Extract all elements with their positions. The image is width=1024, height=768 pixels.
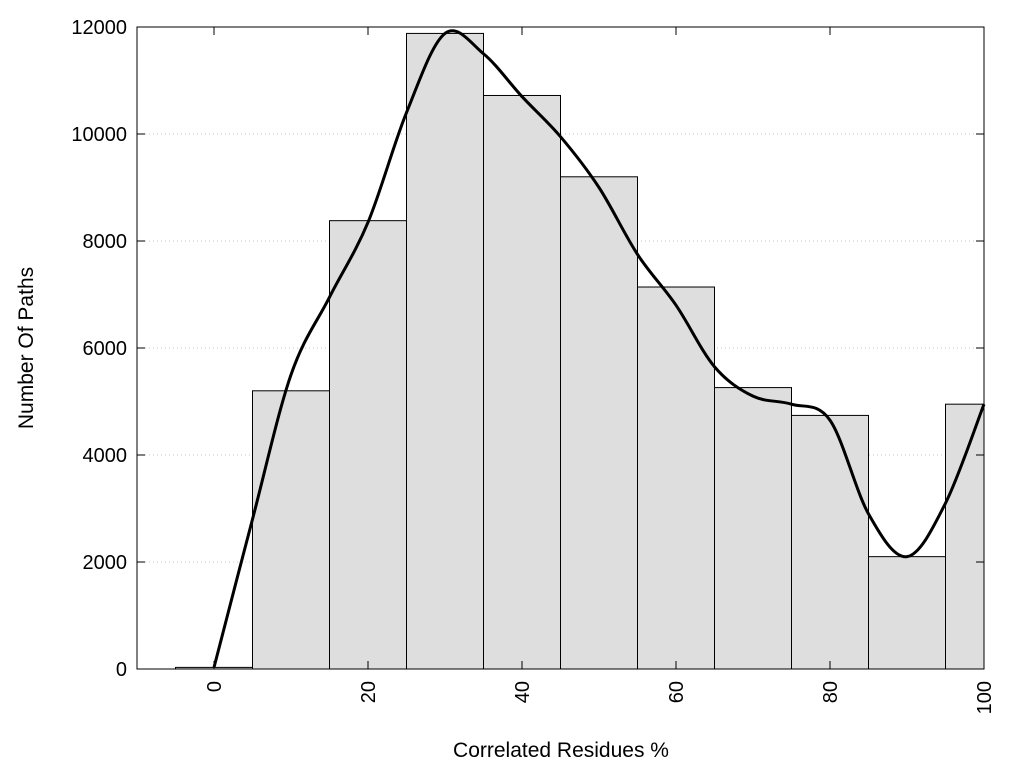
x-axis-label: Correlated Residues % [453,739,669,762]
y-tick-label: 12000 [71,17,127,39]
histogram-bar [637,286,715,670]
y-tick-label: 0 [116,659,127,681]
y-tick-label: 10000 [71,124,127,146]
x-tick-label: 20 [358,681,380,703]
y-tick-label: 8000 [83,231,128,253]
x-tick-label: 60 [666,681,688,703]
y-tick-label: 4000 [83,445,128,467]
x-tick-label: 0 [204,681,226,692]
histogram-bar [483,94,561,670]
y-tick-label: 2000 [83,552,128,574]
histogram-bar [252,390,330,670]
histogram-bar [329,220,407,670]
histogram-bar [945,403,985,670]
x-tick-label: 40 [512,681,534,703]
histogram-bars [175,32,985,670]
histogram-bar [560,176,638,670]
y-tick-label: 6000 [83,338,128,360]
histogram-bar [406,32,484,670]
x-tick-label: 100 [974,681,996,714]
density-curve-layer [212,29,986,668]
histogram-bar [714,387,792,670]
axis-ticks [137,26,985,670]
histogram-bar [868,556,946,670]
x-tick-labels: 0 20 40 60 80 100 [204,681,996,714]
density-curve [212,29,986,668]
y-tick-labels: 0 2000 4000 6000 8000 10000 12000 [71,17,127,681]
y-axis-label: Number Of Paths [15,267,38,429]
histogram-bar [791,414,869,670]
x-tick-label: 80 [820,681,842,703]
